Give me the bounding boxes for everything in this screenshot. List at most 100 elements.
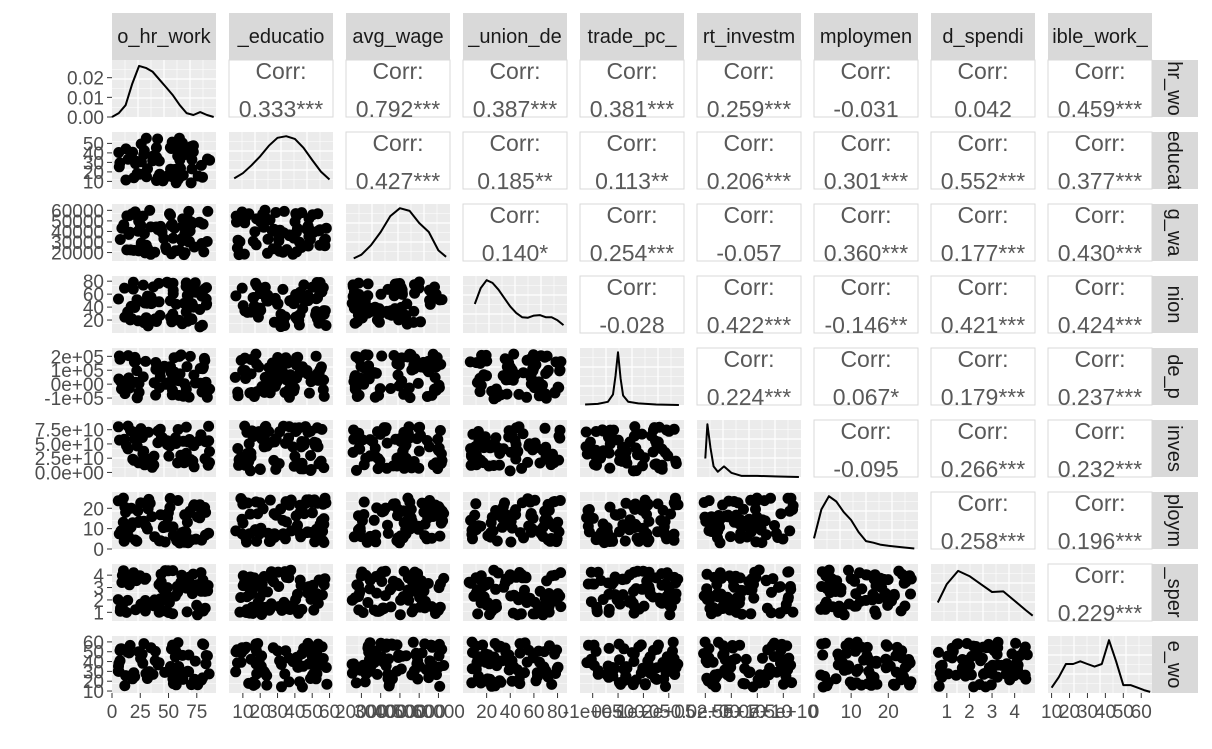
scatter-point (196, 386, 208, 398)
scatter-point (438, 660, 450, 671)
x-tick-label: 40 (500, 702, 521, 723)
scatter-point (186, 154, 198, 166)
scatter-point (782, 593, 794, 605)
scatter-point (179, 577, 191, 588)
row-strip-label: _sper (1163, 566, 1185, 617)
scatter-point (140, 132, 152, 144)
scatter-point (429, 383, 440, 395)
scatter-point (739, 678, 751, 690)
panel-2-1 (229, 204, 333, 261)
scatter-point (632, 565, 644, 577)
corr-value: 0.792*** (356, 96, 440, 122)
scatter-point (288, 298, 300, 310)
scatter-point (349, 370, 361, 382)
scatter-point (478, 442, 490, 454)
scatter-point (764, 662, 776, 674)
scatter-point (153, 296, 165, 308)
panel-1-7: Corr: 0.552*** (930, 131, 1036, 194)
scatter-point (615, 678, 627, 690)
scatter-point (596, 424, 608, 436)
scatter-point (407, 636, 419, 648)
scatter-point (470, 498, 482, 510)
scatter-points (465, 421, 566, 477)
scatter-point (425, 285, 437, 297)
scatter-point (637, 522, 649, 534)
scatter-point (150, 389, 162, 401)
corr-text-group: Corr: 0.430*** (1058, 202, 1142, 261)
scatter-point (298, 508, 310, 520)
scatter-point (870, 580, 882, 592)
density-line (704, 423, 799, 478)
scatter-point (524, 592, 536, 604)
scatter-point (172, 586, 184, 598)
scatter-point (182, 289, 194, 301)
scatter-point (555, 567, 567, 579)
scatter-point (169, 532, 181, 544)
scatter-point (409, 287, 421, 299)
x-tick-label: 60 (1131, 702, 1152, 723)
scatter-point (743, 513, 755, 525)
x-tick-label: 0 (107, 702, 118, 723)
corr-value: 0.421*** (941, 312, 1025, 338)
x-tick-label: 40 (1095, 702, 1116, 723)
corr-text-group: Corr: 0.185** (477, 132, 553, 189)
corr-label: Corr: (723, 202, 774, 228)
scatter-point (197, 171, 208, 183)
scatter-point (304, 233, 316, 245)
scatter-point (257, 208, 269, 220)
x-tick-label: 40000 (374, 702, 427, 723)
corr-value: 0.424*** (1058, 312, 1142, 338)
scatter-point (155, 568, 167, 580)
scatter-point (703, 495, 715, 507)
scatter-point (854, 595, 866, 607)
corr-label: Corr: (840, 418, 891, 444)
scatter-point (490, 505, 502, 516)
scatter-point (643, 534, 655, 546)
corr-label: Corr: (1074, 202, 1125, 228)
scatter-points (230, 492, 332, 548)
scatter-point (604, 438, 616, 450)
scatter-point (272, 645, 284, 657)
scatter-point (588, 639, 600, 651)
scatter-point (589, 449, 601, 461)
scatter-point (153, 657, 165, 669)
corr-panel-bg (1047, 563, 1153, 622)
scatter-point (553, 382, 565, 394)
scatter-point (285, 564, 297, 576)
scatter-point (627, 679, 639, 691)
scatter-point (852, 663, 864, 675)
scatter-point (284, 369, 296, 381)
corr-panel-bg (696, 59, 802, 118)
scatter-point (550, 521, 562, 533)
corr-text-group: Corr: -0.057 (716, 202, 781, 261)
scatter-point (275, 503, 287, 515)
scatter-point (376, 504, 387, 516)
row-strip-bg (1152, 420, 1198, 477)
scatter-point (296, 457, 308, 469)
corr-panel-bg (345, 131, 451, 190)
scatter-point (232, 390, 244, 402)
scatter-point (194, 321, 206, 333)
scatter-point (183, 205, 195, 217)
scatter-point (160, 244, 172, 256)
scatter-point (392, 532, 404, 544)
scatter-point (313, 458, 325, 470)
scatter-point (264, 535, 276, 547)
scatter-point (142, 163, 153, 175)
scatter-point (204, 154, 216, 166)
corr-value: 0.266*** (941, 456, 1025, 482)
row-strip-bg (1152, 348, 1198, 405)
corr-value: 0.552*** (941, 168, 1025, 194)
scatter-point (934, 667, 946, 679)
scatter-point (838, 609, 850, 621)
scatter-point (160, 378, 172, 390)
scatter-points (465, 493, 566, 548)
scatter-point (782, 566, 794, 578)
scatter-point (862, 678, 874, 690)
panel-1-0 (112, 132, 216, 189)
panel-4-6: Corr: 0.067* (813, 347, 919, 406)
density-line (936, 569, 1034, 617)
scatter-point (592, 668, 604, 680)
scatter-point (406, 458, 418, 470)
corr-label: Corr: (1074, 130, 1125, 156)
